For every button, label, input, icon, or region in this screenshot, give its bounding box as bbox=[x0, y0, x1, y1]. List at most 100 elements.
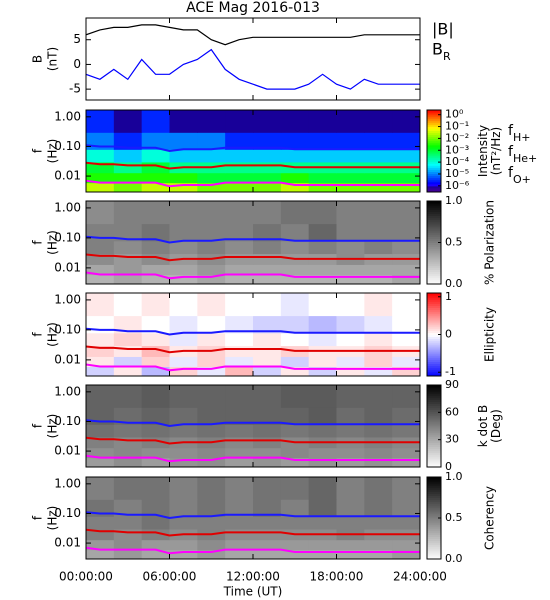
y-tick-label: 0.10 bbox=[54, 230, 81, 244]
colorbar-swatch bbox=[427, 328, 441, 331]
heatmap-cell bbox=[86, 274, 115, 284]
heatmap-cell bbox=[197, 539, 226, 551]
panel: -1 0 1 Ellipticity 1.00 0.10 0.01 f (Hz) bbox=[31, 290, 497, 378]
heatmap-cell bbox=[280, 407, 310, 425]
heatmap-cell bbox=[197, 385, 226, 408]
heatmap-cell bbox=[336, 356, 365, 368]
heatmap-cell bbox=[141, 264, 170, 276]
heatmap-cell bbox=[141, 132, 170, 150]
colorbar-swatch bbox=[427, 173, 441, 177]
heatmap-cell bbox=[392, 477, 420, 500]
y-axis-label: (Hz) bbox=[46, 322, 60, 347]
colorbar-swatch bbox=[427, 332, 441, 335]
heatmap-cell bbox=[392, 182, 420, 192]
heatmap-cell bbox=[364, 447, 393, 459]
heatmap-cell bbox=[364, 201, 393, 225]
y-axis-label: f bbox=[31, 332, 45, 337]
heatmap-cell bbox=[113, 149, 143, 163]
colorbar-tick-label: 0 bbox=[445, 460, 452, 473]
y-tick-label: 0.10 bbox=[54, 414, 81, 428]
heatmap-cell bbox=[308, 407, 337, 425]
heatmap-cell bbox=[141, 274, 170, 284]
colorbar-swatch bbox=[427, 275, 441, 279]
colorbar-swatch bbox=[427, 401, 441, 404]
heatmap-cell bbox=[253, 477, 282, 500]
colorbar-swatch bbox=[427, 489, 441, 492]
heatmap-cell bbox=[336, 447, 365, 459]
heatmap-cell bbox=[253, 457, 282, 467]
colorbar-swatch bbox=[427, 153, 441, 156]
colorbar-swatch bbox=[427, 140, 441, 144]
heatmap-cell bbox=[113, 182, 143, 192]
heatmap-cell bbox=[141, 516, 170, 530]
y-axis-label: (nT) bbox=[46, 47, 60, 71]
heatmap-cell bbox=[141, 161, 170, 174]
colorbar-swatch bbox=[427, 522, 441, 525]
heatmap-cell bbox=[86, 332, 115, 347]
heatmap-cell bbox=[336, 385, 365, 408]
heatmap-cell bbox=[113, 110, 143, 133]
heatmap-cell bbox=[225, 172, 254, 184]
heatmap-cell bbox=[113, 345, 143, 357]
colorbar-swatch bbox=[427, 407, 441, 411]
heatmap-cell bbox=[308, 332, 337, 347]
heatmap-cell bbox=[336, 315, 365, 334]
colorbar-swatch bbox=[427, 456, 441, 460]
colorbar-swatch bbox=[427, 303, 441, 306]
colorbar-swatch bbox=[427, 209, 441, 212]
heatmap-cell bbox=[86, 366, 115, 376]
heatmap-cell bbox=[253, 132, 282, 150]
colorbar-swatch bbox=[427, 367, 441, 371]
colorbar-swatch bbox=[427, 444, 441, 447]
heatmap-cell bbox=[225, 549, 254, 559]
heatmap-cell bbox=[141, 549, 170, 559]
heatmap-cell bbox=[141, 457, 170, 467]
plot-area bbox=[86, 293, 420, 376]
heatmap-cell bbox=[364, 240, 393, 255]
heatmap-cell bbox=[169, 549, 198, 559]
heatmap-cell bbox=[225, 528, 254, 541]
heatmap-cell bbox=[169, 499, 198, 517]
colorbar-swatch bbox=[427, 536, 441, 539]
colorbar-swatch bbox=[427, 346, 441, 350]
heatmap-cell bbox=[308, 201, 337, 225]
y-axis-label: B bbox=[31, 55, 45, 63]
colorbar-swatch bbox=[427, 405, 441, 409]
colorbar-swatch bbox=[427, 518, 441, 521]
colorbar-swatch bbox=[427, 432, 441, 435]
colorbar-swatch bbox=[427, 491, 441, 494]
heatmap-cell bbox=[141, 253, 170, 265]
legend-entry: fH+ bbox=[508, 123, 530, 144]
y-tick-label: 1.00 bbox=[54, 200, 81, 214]
heatmap-cell bbox=[225, 274, 254, 284]
y-axis-label: (Hz) bbox=[46, 506, 60, 531]
heatmap-cell bbox=[113, 293, 143, 317]
colorbar-swatch bbox=[427, 211, 441, 214]
colorbar-swatch bbox=[427, 513, 441, 517]
heatmap-cell bbox=[364, 549, 393, 559]
heatmap-cell bbox=[197, 516, 226, 530]
colorbar-swatch bbox=[427, 317, 441, 321]
heatmap-cell bbox=[280, 477, 310, 500]
colorbar-swatch bbox=[427, 144, 441, 148]
heatmap-cell bbox=[280, 447, 310, 459]
colorbar-tick-label: 90 bbox=[445, 378, 459, 391]
colorbar-label: % Polarization bbox=[483, 200, 497, 285]
colorbar-swatch bbox=[427, 349, 441, 352]
heatmap-cell bbox=[253, 539, 282, 551]
heatmap-cell bbox=[86, 356, 115, 368]
heatmap-cell bbox=[280, 240, 310, 255]
colorbar-tick-label: 1 bbox=[445, 290, 452, 303]
chart-title: ACE Mag 2016-013 bbox=[186, 0, 320, 16]
colorbar-swatch bbox=[427, 155, 441, 158]
heatmap-cell bbox=[141, 436, 170, 449]
colorbar-swatch bbox=[427, 411, 441, 415]
colorbar-swatch bbox=[427, 263, 441, 266]
heatmap-cell bbox=[197, 407, 226, 425]
colorbar-swatch bbox=[427, 389, 441, 392]
heatmap-cell bbox=[225, 223, 254, 242]
heatmap-cell bbox=[364, 424, 393, 438]
heatmap-cell bbox=[253, 332, 282, 347]
heatmap-cell bbox=[336, 457, 365, 467]
